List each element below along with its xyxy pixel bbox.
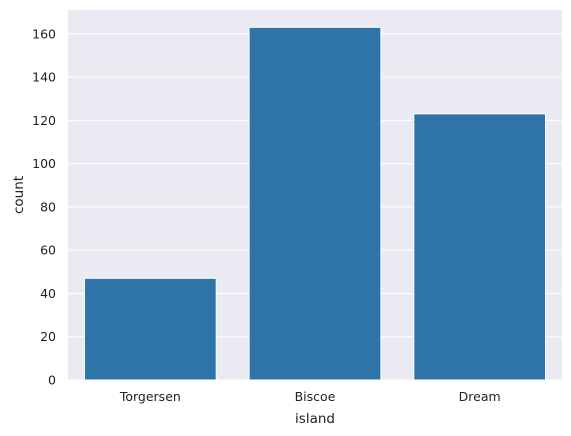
bar-dream <box>413 113 547 381</box>
y-tick-labels: 0 20 40 60 80 100 120 140 160 <box>32 26 56 387</box>
y-tick-label: 160 <box>32 26 56 41</box>
y-axis-label: count <box>11 176 27 214</box>
y-tick-label: 80 <box>40 199 56 214</box>
x-tick-label: Biscoe <box>295 389 336 404</box>
x-tick-label: Torgersen <box>119 389 181 404</box>
x-tick-labels: Torgersen Biscoe Dream <box>119 389 501 404</box>
bar-biscoe <box>248 26 382 381</box>
bars <box>83 26 547 381</box>
y-tick-label: 100 <box>32 156 56 171</box>
y-tick-label: 120 <box>32 113 56 128</box>
x-axis-label: island <box>295 411 335 427</box>
bar-torgersen <box>83 277 217 381</box>
y-tick-label: 140 <box>32 70 56 85</box>
y-tick-label: 0 <box>48 373 56 388</box>
x-tick-label: Dream <box>459 389 501 404</box>
y-tick-label: 60 <box>40 243 56 258</box>
y-tick-label: 40 <box>40 286 56 301</box>
y-tick-label: 20 <box>40 329 56 344</box>
